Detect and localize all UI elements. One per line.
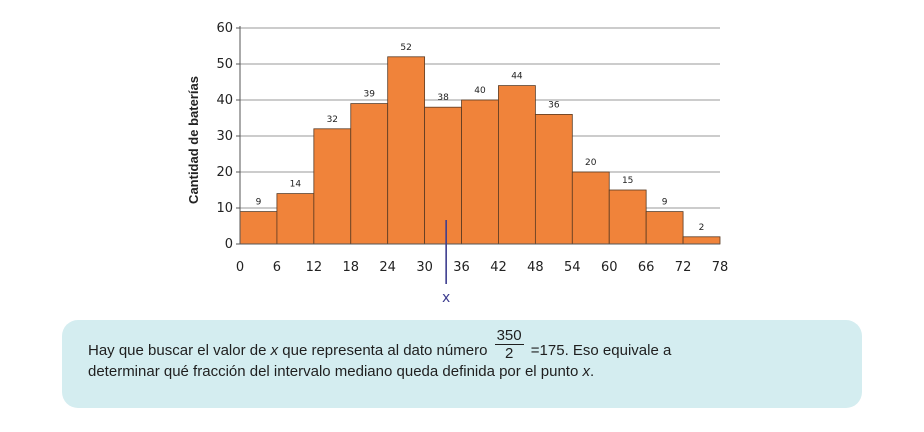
bar (387, 56, 426, 245)
x-tick-label: 60 (601, 260, 618, 275)
fraction-denominator: 2 (504, 344, 514, 362)
bar (350, 103, 389, 245)
bar (239, 211, 278, 245)
x-tick-label: 36 (453, 260, 470, 275)
histogram-chart: 9 14 32 39 52 38 40 44 36 20 15 9 2 0 10 20 30 40 50 60 0 6 1… (186, 21, 728, 306)
y-tick-label: 30 (216, 129, 233, 144)
y-tick-label: 10 (216, 201, 233, 216)
fraction-numerator: 350 (494, 326, 524, 345)
bar (498, 85, 536, 245)
fraction: 350 2 (494, 326, 524, 362)
note-text: Hay que buscar el valor de (88, 342, 271, 359)
y-tick-label: 50 (216, 57, 233, 72)
note-text: . (590, 363, 595, 380)
bar (682, 236, 721, 245)
bar-value-label: 15 (622, 176, 633, 186)
y-tick-label: 20 (216, 165, 233, 180)
x-tick-label: 72 (675, 260, 692, 275)
x-tick-label: 54 (564, 260, 581, 275)
bar-value-label: 36 (548, 100, 560, 110)
note-text: que representa al dato número (278, 342, 492, 359)
bar-value-label: 32 (327, 115, 338, 125)
x-tick-label: 24 (379, 260, 396, 275)
bar-value-label: 9 (662, 198, 668, 208)
bar-value-label: 44 (511, 72, 523, 82)
bars (239, 56, 721, 245)
tick-labels: 0 10 20 30 40 50 60 0 6 12 18 24 30 36 42 48 54 60 66 72 78 (216, 21, 728, 275)
x-tick-label: 48 (527, 260, 544, 275)
bar (276, 193, 315, 245)
bar-value-label: 39 (364, 90, 376, 100)
explanation-line-2: determinar qué fracción del intervalo me… (88, 361, 836, 382)
note-variable: x (582, 363, 591, 380)
bar (461, 99, 499, 245)
bar (571, 171, 610, 245)
bar-value-label: 9 (256, 198, 262, 208)
bar (608, 189, 647, 245)
bar (313, 128, 352, 245)
y-tick-label: 60 (216, 21, 233, 36)
y-tick-label: 0 (225, 237, 233, 252)
x-tick-label: 66 (638, 260, 655, 275)
x-tick-label: 78 (712, 260, 729, 275)
bar-value-label: 20 (585, 158, 597, 168)
y-tick-label: 40 (216, 93, 233, 108)
y-axis-label: Cantidad de baterías (186, 76, 201, 204)
bar (645, 211, 684, 245)
bar-value-label: 40 (474, 86, 486, 96)
note-variable: x (270, 342, 279, 359)
x-tick-label: 0 (236, 260, 244, 275)
explanation-box: Hay que buscar el valor de x que represe… (62, 320, 862, 408)
bar (424, 106, 462, 245)
bar-value-label: 52 (400, 43, 411, 53)
bar-value-labels: 9 14 32 39 52 38 40 44 36 20 15 9 2 (256, 43, 705, 233)
median-marker-label: x (442, 290, 450, 306)
bar-value-label: 38 (437, 93, 449, 103)
axes (236, 26, 720, 245)
bar-value-label: 2 (699, 223, 705, 233)
bar-value-label: 14 (290, 180, 302, 190)
x-tick-label: 12 (306, 260, 323, 275)
note-text: determinar qué fracción del intervalo me… (88, 363, 583, 380)
x-tick-label: 42 (490, 260, 507, 275)
x-tick-label: 18 (342, 260, 359, 275)
note-text: =175. Eso equivale a (526, 342, 672, 359)
x-tick-label: 30 (416, 260, 433, 275)
x-tick-label: 6 (273, 260, 281, 275)
bar (534, 114, 573, 245)
explanation-line-1: Hay que buscar el valor de x que represe… (88, 328, 836, 361)
